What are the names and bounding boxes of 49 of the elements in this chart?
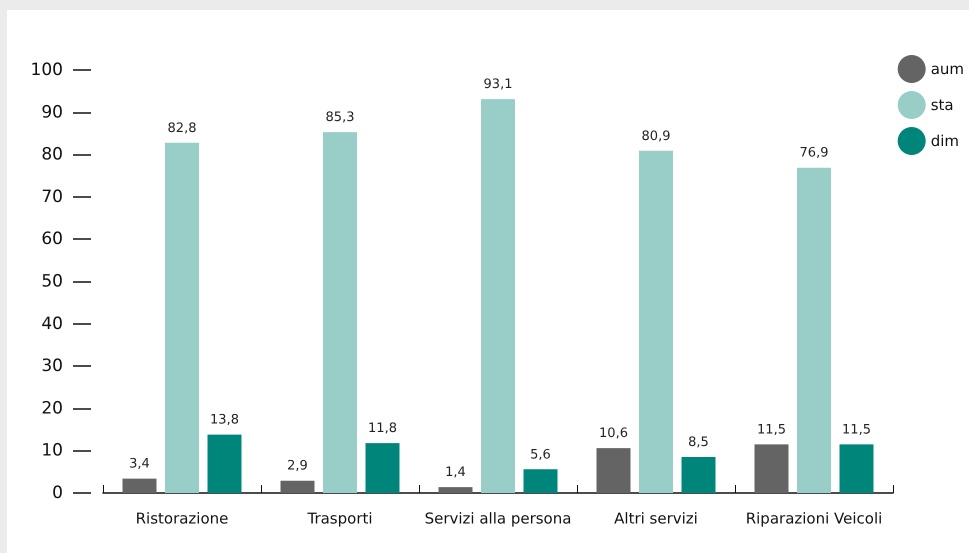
legend-label: sta — [930, 96, 954, 114]
y-tick-label: 40 — [41, 314, 63, 334]
data-label: 3,4 — [129, 456, 150, 472]
bar — [754, 444, 788, 493]
bar — [165, 142, 199, 493]
data-label: 76,9 — [800, 146, 828, 161]
bar — [323, 132, 357, 493]
bar — [208, 434, 242, 493]
bar — [596, 448, 630, 493]
x-tick-label: Servizi alla persona — [424, 510, 572, 528]
x-tick-label: Ristorazione — [136, 510, 228, 528]
legend-label: aum — [930, 60, 964, 78]
bar — [797, 168, 831, 493]
y-tick-label: 30 — [41, 356, 63, 376]
bar — [524, 469, 558, 493]
y-tick-label: 20 — [41, 398, 63, 418]
bar — [481, 99, 515, 493]
y-tick-label: 80 — [41, 144, 63, 165]
bar — [438, 487, 472, 493]
bar — [366, 443, 400, 493]
data-label: 1,4 — [445, 465, 466, 480]
x-tick-label: Riparazioni Veicoli — [746, 510, 882, 528]
x-tick-label: Trasporti — [306, 510, 373, 528]
data-label: 11,5 — [842, 422, 871, 438]
x-tick-label: Altri servizi — [614, 510, 698, 528]
y-tick-label: 0 — [52, 483, 63, 503]
legend-label: dim — [930, 132, 959, 150]
data-label: 2,9 — [287, 458, 308, 474]
bar — [639, 150, 673, 493]
bar — [122, 478, 156, 493]
data-label: 11,5 — [757, 422, 786, 438]
data-label: 93,1 — [484, 77, 512, 92]
y-tick-label: 100 — [30, 60, 63, 80]
y-tick-label: 10 — [41, 440, 63, 461]
data-label: 10,6 — [599, 426, 628, 442]
bar — [840, 444, 874, 493]
data-label: 85,3 — [326, 110, 354, 126]
y-tick-label: 60 — [41, 229, 63, 250]
y-tick-label: 50 — [41, 272, 63, 292]
bar — [682, 457, 716, 493]
bar — [280, 480, 314, 493]
data-label: 82,8 — [168, 120, 196, 136]
data-label: 8,5 — [688, 435, 709, 450]
data-label: 13,8 — [210, 412, 239, 428]
data-label: 5,6 — [530, 447, 551, 462]
data-label: 11,8 — [368, 421, 397, 436]
y-tick-label: 70 — [41, 186, 63, 207]
y-tick-label: 90 — [41, 102, 63, 122]
data-label: 80,9 — [642, 128, 670, 144]
